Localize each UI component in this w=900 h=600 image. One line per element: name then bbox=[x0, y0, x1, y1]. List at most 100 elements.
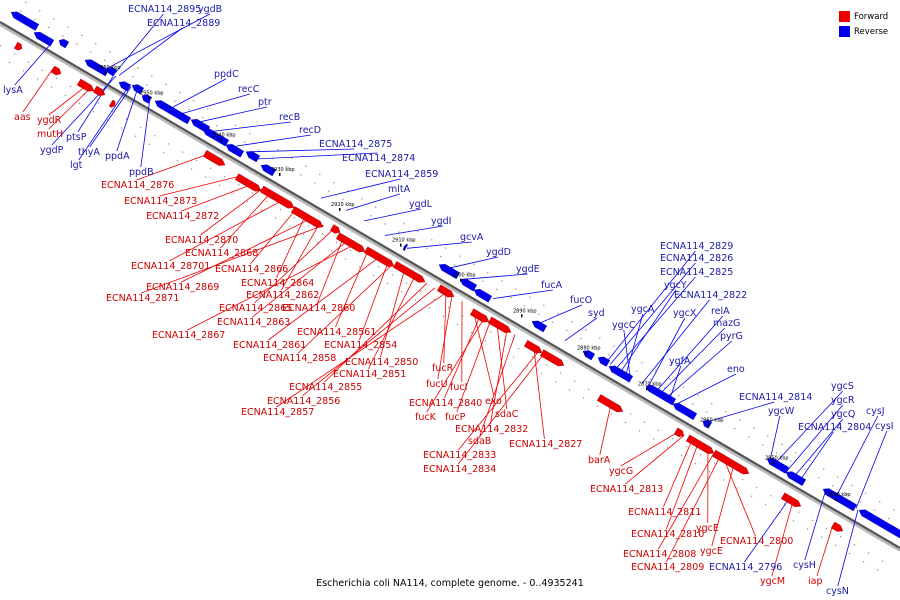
forward-gene-arrow bbox=[259, 185, 295, 209]
gene-leader-line bbox=[276, 216, 306, 279]
track-dot bbox=[405, 282, 408, 284]
gene-leader-line bbox=[302, 287, 436, 397]
track-dot bbox=[571, 321, 573, 323]
track-dot bbox=[568, 389, 571, 391]
gene-leader-line bbox=[211, 121, 291, 132]
track-dot bbox=[832, 485, 834, 487]
gene-leader-line bbox=[666, 456, 721, 563]
track-dot bbox=[445, 247, 447, 249]
reverse-gene-arrow bbox=[597, 356, 611, 367]
track-dot bbox=[293, 216, 296, 219]
reverse-gene-arrow bbox=[33, 31, 55, 47]
track-dot bbox=[671, 437, 674, 440]
genome-caption: Escherichia coli NA114, complete genome.… bbox=[316, 578, 584, 589]
track-dot bbox=[160, 92, 162, 94]
track-dot bbox=[736, 487, 739, 489]
track-dot bbox=[151, 75, 153, 77]
gene-label: ECNA114_2796 bbox=[709, 562, 782, 573]
track-dot bbox=[398, 231, 400, 233]
track-dot bbox=[809, 460, 811, 462]
gene-leader-line bbox=[181, 184, 252, 212]
gene-label: ECNA114_2872 bbox=[146, 211, 219, 222]
track-dot bbox=[223, 176, 226, 178]
gene-label: ppdA bbox=[105, 151, 130, 162]
gene-leader-line bbox=[48, 85, 87, 116]
gene-label: exo bbox=[485, 396, 502, 407]
track-dot bbox=[524, 305, 526, 307]
track-dot bbox=[109, 51, 111, 53]
reverse-gene-arrow bbox=[402, 243, 409, 252]
forward-gene-arrow bbox=[685, 434, 715, 454]
track-dot bbox=[53, 18, 55, 20]
gene-label: ygcS bbox=[831, 381, 854, 392]
reverse-gene-arrow bbox=[822, 488, 858, 512]
track-dot bbox=[557, 312, 559, 315]
gene-leader-line bbox=[51, 75, 117, 146]
gene-label: ECNA114_2810 bbox=[631, 529, 704, 540]
track-dot bbox=[218, 184, 221, 186]
reverse-gene-arrow bbox=[10, 11, 40, 31]
gene-leader-line bbox=[298, 264, 393, 354]
gene-leader-line bbox=[536, 304, 582, 325]
gene-leader-line bbox=[116, 90, 138, 152]
track-dot bbox=[260, 209, 263, 211]
gene-label: recD bbox=[299, 125, 321, 136]
track-dot bbox=[291, 157, 293, 159]
track-dot bbox=[167, 143, 170, 145]
gene-leader-line bbox=[816, 524, 834, 577]
track-dot bbox=[195, 159, 198, 161]
track-dot bbox=[893, 509, 895, 511]
gene-label: ECNA114_2804 bbox=[798, 422, 871, 433]
track-dot bbox=[305, 165, 307, 167]
track-dot bbox=[64, 94, 67, 96]
track-dot bbox=[503, 339, 506, 341]
track-dot bbox=[78, 102, 81, 105]
forward-gene-arrow bbox=[290, 206, 324, 228]
track-dot bbox=[246, 201, 249, 203]
track-dot bbox=[97, 102, 100, 104]
kbp-tick-label: 2850 kbp bbox=[765, 456, 789, 462]
gene-label: ECNA114_2856 bbox=[267, 396, 340, 407]
track-dot bbox=[36, 78, 39, 80]
gene-label: ECNA114_2876 bbox=[101, 180, 174, 191]
gene-leader-line bbox=[78, 83, 131, 161]
forward-gene-arrow bbox=[830, 521, 844, 532]
forward-gene-arrow bbox=[392, 261, 426, 283]
track-dot bbox=[300, 174, 302, 176]
gene-label: mutH bbox=[37, 129, 63, 140]
kbp-tick-label: 2910 kbp bbox=[392, 238, 416, 244]
kbp-tick-label: 2960 kbp bbox=[97, 65, 121, 71]
track-dot bbox=[806, 528, 809, 530]
track-dot bbox=[846, 493, 848, 495]
gene-label: barA bbox=[588, 455, 611, 466]
track-dot bbox=[120, 127, 123, 129]
track-dot bbox=[370, 215, 372, 217]
gene-leader-line bbox=[804, 492, 826, 561]
track-dot bbox=[750, 495, 753, 497]
track-dot bbox=[862, 561, 865, 563]
track-dot bbox=[426, 247, 428, 250]
track-dot bbox=[517, 347, 520, 350]
track-dot bbox=[834, 544, 837, 546]
gene-leader-line bbox=[774, 390, 844, 464]
track-dot bbox=[335, 241, 338, 243]
track-dot bbox=[251, 192, 254, 194]
gene-labels: ECNA114_2895 ECNA114_2889 ygdB lysA ppdC recC… bbox=[3, 4, 894, 597]
track-dot bbox=[174, 100, 176, 102]
track-dot bbox=[258, 149, 260, 151]
gene-label: ECNA114_2814 bbox=[739, 392, 812, 403]
track-dot bbox=[613, 345, 615, 347]
track-dot bbox=[680, 454, 683, 456]
reverse-gene-arrow bbox=[459, 278, 478, 292]
gene-leader-line bbox=[711, 464, 735, 547]
reverse-gene-arrow bbox=[608, 365, 634, 383]
track-dot bbox=[529, 296, 531, 298]
track-dot bbox=[447, 306, 450, 309]
track-dot bbox=[783, 503, 786, 505]
gene-leader-line bbox=[492, 289, 553, 299]
gene-leader-line bbox=[406, 241, 472, 249]
track-dot bbox=[739, 419, 741, 421]
kbp-tick-mark bbox=[585, 351, 587, 355]
track-dot bbox=[767, 435, 769, 437]
track-dot bbox=[792, 520, 795, 522]
